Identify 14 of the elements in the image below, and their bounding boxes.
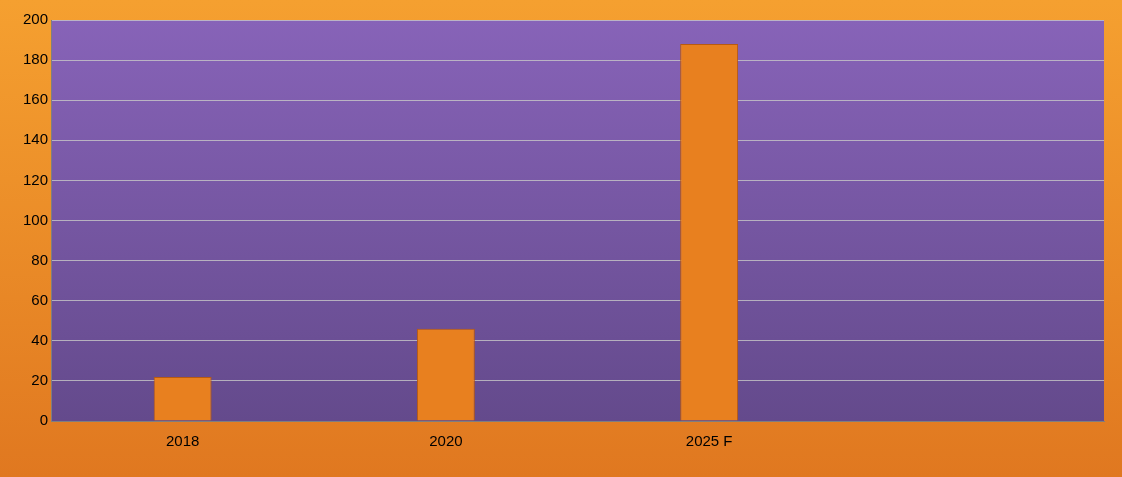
- y-tick-label: 20: [31, 371, 49, 389]
- x-tick-label: 2025 F: [685, 432, 733, 450]
- y-tick-label: 180: [23, 50, 49, 68]
- x-tick-label: 2020: [429, 432, 463, 450]
- y-tick-label: 80: [31, 250, 49, 268]
- y-tick-label: 40: [31, 330, 49, 348]
- y-tick-label: 200: [23, 10, 49, 28]
- y-tick-label: 0: [39, 411, 49, 429]
- y-tick-label: 140: [23, 130, 49, 148]
- y-tick-label: 100: [23, 210, 49, 228]
- y-tick-label: 160: [23, 90, 49, 108]
- y-tick-label: 60: [31, 290, 49, 308]
- x-tick-label: 2018: [165, 432, 200, 450]
- y-tick-label: 120: [23, 170, 49, 188]
